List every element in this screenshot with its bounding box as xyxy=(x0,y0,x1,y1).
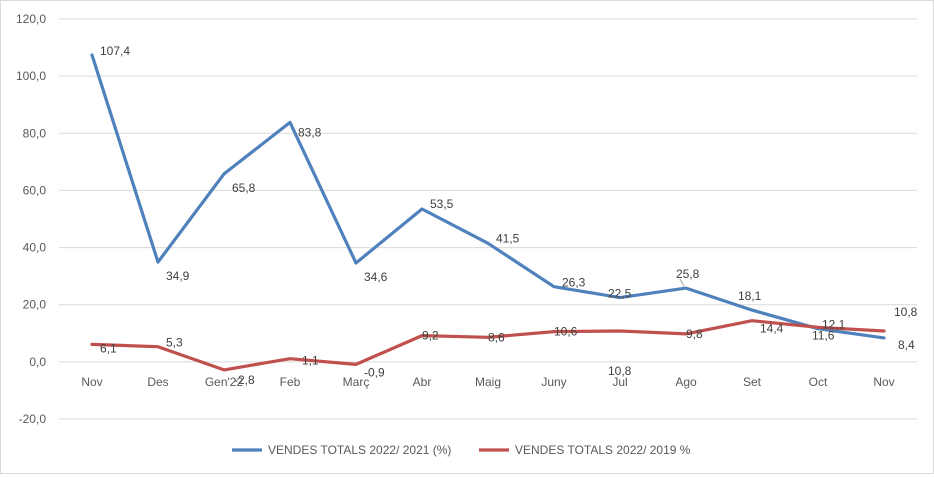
x-tick-label: Ago xyxy=(675,375,697,389)
data-label: 83,8 xyxy=(298,125,322,139)
data-label: 5,3 xyxy=(166,336,183,350)
data-label: -2,8 xyxy=(234,373,255,387)
data-label: 9,2 xyxy=(422,329,439,343)
data-label: 107,4 xyxy=(100,44,130,58)
series-lines xyxy=(90,53,886,372)
data-label: 11,6 xyxy=(812,329,835,343)
x-axis-ticks: Nov Des Gen'22 Feb Març Abr Maig Juny Jul Ago Set O… xyxy=(81,375,894,389)
data-label: 9,8 xyxy=(686,327,703,341)
x-tick-label: Feb xyxy=(280,375,301,389)
data-label: 14,4 xyxy=(760,322,784,336)
data-label: 22,5 xyxy=(608,287,632,301)
data-labels: 107,4 34,9 65,8 83,8 34,6 53,5 41,5 26,3 22,5 25,… xyxy=(100,44,918,387)
data-label: 6,1 xyxy=(100,341,117,355)
data-label: 8,6 xyxy=(488,330,505,344)
legend-label: VENDES TOTALS 2022/ 2019 % xyxy=(515,443,691,457)
x-tick-label: Nov xyxy=(873,375,894,389)
y-tick-label: 120,0 xyxy=(16,12,46,26)
x-tick-label: Gen'22 xyxy=(205,375,244,389)
data-label: 1,1 xyxy=(302,354,319,368)
data-label: 8,4 xyxy=(898,338,915,352)
y-tick-label: -20,0 xyxy=(19,412,47,426)
x-tick-label: Abr xyxy=(413,375,432,389)
data-label: 53,5 xyxy=(430,197,454,211)
label-leader-line xyxy=(679,278,685,287)
data-label: 34,6 xyxy=(364,270,388,284)
y-tick-label: 0,0 xyxy=(29,355,46,369)
series-line-2022-2021 xyxy=(90,53,886,340)
x-tick-label: Maig xyxy=(475,375,501,389)
series-line-2022-2019 xyxy=(90,319,886,372)
legend-item-2022-2019: VENDES TOTALS 2022/ 2019 % xyxy=(479,443,691,457)
x-tick-label: Març xyxy=(343,375,370,389)
x-tick-label: Juny xyxy=(541,375,566,389)
data-label: 18,1 xyxy=(738,289,762,303)
x-tick-label: Nov xyxy=(81,375,102,389)
data-label: 10,8 xyxy=(608,364,632,378)
y-tick-label: 60,0 xyxy=(23,183,47,197)
data-label: 12,1 xyxy=(822,317,846,331)
data-label: 25,8 xyxy=(676,267,700,281)
data-label: 26,3 xyxy=(562,276,586,290)
x-tick-label: Des xyxy=(147,375,168,389)
x-tick-label: Oct xyxy=(809,375,828,389)
y-tick-label: 40,0 xyxy=(23,241,47,255)
data-label: 41,5 xyxy=(496,231,520,245)
y-tick-label: 20,0 xyxy=(23,298,47,312)
x-tick-label: Jul xyxy=(612,375,627,389)
data-label: 10,8 xyxy=(894,305,918,319)
data-label: 34,9 xyxy=(166,269,190,283)
gridlines xyxy=(59,18,917,420)
y-axis-ticks: 120,0 100,0 80,0 60,0 40,0 20,0 0,0 -20,0 xyxy=(16,12,46,426)
y-tick-label: 100,0 xyxy=(16,69,46,83)
y-tick-label: 80,0 xyxy=(23,126,47,140)
legend: VENDES TOTALS 2022/ 2021 (%) VENDES TOTAL… xyxy=(232,443,691,457)
legend-item-2022-2021: VENDES TOTALS 2022/ 2021 (%) xyxy=(232,443,451,457)
legend-label: VENDES TOTALS 2022/ 2021 (%) xyxy=(268,443,451,457)
data-label: 10,6 xyxy=(554,325,578,339)
data-label: -0,9 xyxy=(364,365,385,379)
x-tick-label: Set xyxy=(743,375,762,389)
data-label: 65,8 xyxy=(232,181,256,195)
